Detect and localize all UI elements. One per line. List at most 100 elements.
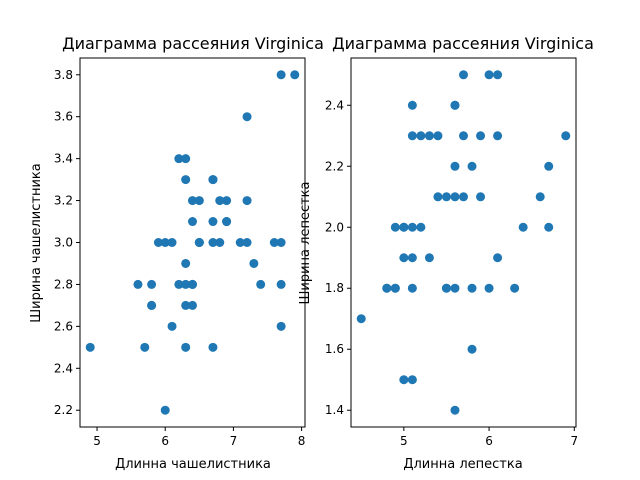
left-plot-point: [194, 196, 204, 206]
left-plot-point: [188, 217, 197, 227]
left-plot-xtick-label: 5: [93, 434, 101, 448]
left-plot-ytick-label: 3.8: [54, 68, 73, 82]
right-plot-ylabel: Ширина лепестка: [298, 182, 313, 305]
left-plot-point: [222, 196, 232, 206]
left-plot-point: [160, 405, 170, 415]
right-plot-point: [407, 283, 417, 293]
left-plot-point: [242, 196, 252, 206]
right-plot-ytick-label: 2.0: [325, 220, 344, 234]
left-plot-ytick-label: 2.2: [54, 403, 73, 417]
right-plot-point: [544, 222, 554, 232]
left-plot-point: [188, 196, 197, 206]
right-plot-point: [390, 222, 400, 232]
left-plot-ytick-label: 3.0: [54, 236, 73, 250]
right-plot-point: [416, 222, 426, 232]
left-plot-point: [276, 279, 286, 289]
right-plot-point: [441, 192, 451, 202]
left-plot-xtick-label: 7: [230, 434, 238, 448]
right-plot-ticks: 5 6 7 1.4 1.6 1.8 2.0 2.2 2.4: [325, 98, 578, 448]
left-plot-frame: [79, 57, 306, 428]
right-plot-point: [424, 253, 434, 263]
right-plot-title: Диаграмма рассеяния Virginica: [332, 34, 594, 53]
left-plot-ylabel: Ширина чашелистника: [29, 163, 44, 322]
left-plot-point: [242, 112, 252, 122]
right-plot-point: [510, 283, 520, 293]
right-scatter-plot: Диаграмма рассеяния Virginica Длинна леп…: [298, 34, 594, 472]
right-plot-point: [459, 192, 468, 202]
right-plot-point: [450, 405, 460, 415]
left-plot-ytick-label: 3.4: [54, 152, 73, 166]
right-plot-point: [382, 283, 392, 293]
right-plot-xlabel: Длинна лепестка: [403, 457, 522, 472]
right-plot-point: [493, 253, 503, 263]
right-plot-point: [518, 222, 528, 232]
right-plot-point: [467, 283, 477, 293]
right-plot-point: [399, 222, 409, 232]
left-plot-point: [181, 175, 191, 185]
left-plot-point: [256, 279, 266, 289]
right-plot-point: [493, 70, 503, 80]
left-plot-point: [181, 154, 191, 164]
right-plot-point: [407, 375, 417, 385]
right-plot-point: [544, 161, 554, 171]
left-plot-ytick-label: 2.8: [54, 277, 73, 291]
right-plot-point: [416, 131, 426, 141]
left-plot-xlabel: Длинна чашелистника: [115, 457, 271, 472]
left-plot-point: [276, 70, 286, 80]
right-plot-point: [407, 131, 417, 141]
right-plot-point: [450, 283, 460, 293]
left-plot-point: [147, 279, 157, 289]
right-plot-point: [356, 314, 366, 324]
left-plot-point: [140, 342, 150, 352]
left-plot-xtick-label: 8: [298, 434, 306, 448]
right-plot-point: [450, 161, 460, 171]
right-plot-point: [399, 253, 409, 263]
left-plot-point: [290, 70, 300, 80]
right-plot-ytick-label: 2.4: [325, 98, 344, 112]
left-plot-point: [181, 279, 191, 289]
left-plot-point: [181, 342, 191, 352]
left-plot-point: [276, 321, 286, 331]
right-plot-frame: [350, 57, 577, 428]
right-plot-point: [441, 283, 451, 293]
right-plot-xtick-label: 6: [485, 434, 493, 448]
right-plot-point: [450, 192, 460, 202]
left-plot-point: [181, 300, 191, 310]
left-plot-point: [215, 238, 225, 247]
left-plot-point: [167, 321, 177, 331]
left-plot-point: [276, 238, 286, 247]
left-plot-point: [167, 238, 177, 247]
right-plot-ytick-label: 1.4: [325, 403, 344, 417]
right-plot-point: [407, 253, 417, 263]
right-plot-point: [407, 222, 417, 232]
left-plot-point: [208, 175, 218, 185]
left-scatter-plot: Диаграмма рассеяния Virginica Длинна чаш…: [29, 34, 324, 472]
right-plot-xtick-label: 5: [400, 434, 408, 448]
left-plot-point: [194, 238, 204, 247]
right-plot-point: [476, 192, 486, 202]
right-plot-points: [356, 70, 571, 415]
right-plot-point: [467, 344, 477, 354]
right-plot-point: [484, 70, 494, 80]
right-plot-point: [467, 161, 477, 171]
left-plot-point: [208, 342, 218, 352]
left-plot-point: [235, 238, 245, 247]
right-plot-point: [390, 283, 400, 293]
left-plot-point: [133, 279, 143, 289]
right-plot-point: [407, 100, 417, 110]
right-plot-point: [450, 100, 460, 110]
right-plot-ytick-label: 2.2: [325, 159, 344, 173]
left-plot-point: [181, 258, 191, 268]
left-plot-ytick-label: 3.6: [54, 110, 73, 124]
left-plot-ytick-label: 2.4: [54, 361, 73, 375]
left-plot-points: [85, 70, 300, 415]
right-plot-xtick-label: 7: [570, 434, 578, 448]
left-plot-point: [215, 196, 225, 206]
left-plot-point: [174, 154, 184, 164]
left-plot-point: [188, 300, 197, 310]
left-plot-point: [208, 217, 218, 227]
left-plot-point: [174, 279, 184, 289]
right-plot-point: [459, 70, 468, 80]
